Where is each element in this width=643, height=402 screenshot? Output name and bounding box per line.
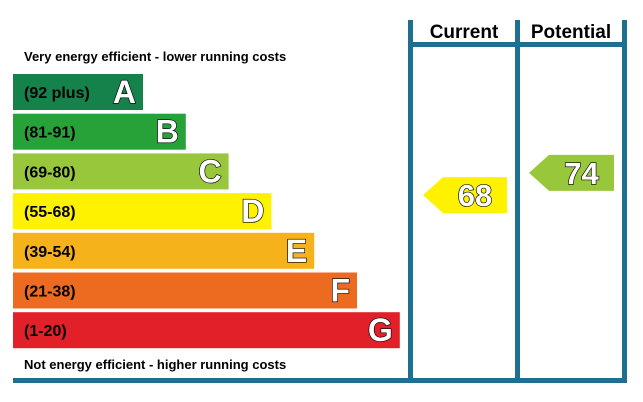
band-grade-letter: G [368,312,393,348]
band-grade-letter: A [113,74,136,110]
bottom-caption: Not energy efficient - higher running co… [24,357,286,372]
band-b: (81-91) B [13,113,186,150]
rating-value: 68 [458,178,492,213]
rating-potential: 74 [529,154,614,192]
frame-line [408,42,627,47]
band-range-label: (39-54) [24,244,76,261]
band-f: (21-38) F [13,272,357,309]
band-range-label: (69-80) [24,164,76,181]
band-range-label: (1-20) [24,323,67,340]
rating-arrow [529,154,614,191]
rating-bands: (92 plus) A(81-91) B(69-80) C(55-68) D(39-54… [13,73,400,349]
band-grade-letter: D [241,193,264,229]
frame-line [408,20,413,383]
band-range-label: (81-91) [24,125,76,142]
band-bar [13,113,186,150]
band-bar [13,312,400,349]
band-bar [13,193,272,230]
band-bar [13,232,315,269]
rating-arrows: 68 74 [423,154,614,214]
chart-frame [13,20,627,383]
column-header-potential: Potential [531,22,611,43]
frame-line [515,20,520,383]
band-g: (1-20) G [13,312,400,349]
rating-current: 68 [423,177,507,214]
top-caption: Very energy efficient - lower running co… [24,49,286,64]
band-c: (69-80) C [13,153,229,190]
frame-line [13,378,627,383]
rating-arrow [423,177,507,214]
band-range-label: (21-38) [24,284,76,301]
rating-value: 74 [564,156,599,191]
band-range-label: (92 plus) [24,85,90,102]
band-e: (39-54) E [13,232,315,269]
band-grade-letter: E [286,233,307,269]
band-bar [13,272,357,309]
band-a: (92 plus) A [13,73,143,111]
band-range-label: (55-68) [24,204,76,221]
band-grade-letter: F [330,273,350,309]
band-grade-letter: B [156,114,179,150]
band-d: (55-68) D [13,192,272,230]
band-bar [13,74,143,110]
band-grade-letter: C [198,153,221,189]
band-bar [13,153,229,190]
column-header-current: Current [430,22,499,43]
frame-line [622,20,627,383]
